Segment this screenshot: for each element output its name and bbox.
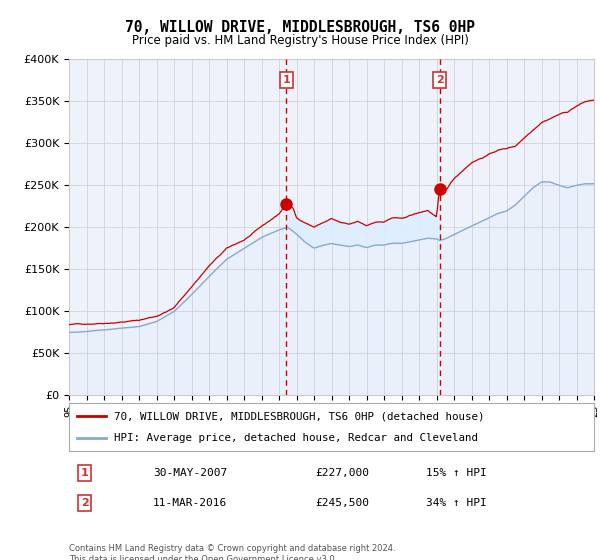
Text: HPI: Average price, detached house, Redcar and Cleveland: HPI: Average price, detached house, Redc…: [113, 433, 478, 443]
Text: Contains HM Land Registry data © Crown copyright and database right 2024.
This d: Contains HM Land Registry data © Crown c…: [69, 544, 395, 560]
Text: 30-MAY-2007: 30-MAY-2007: [153, 468, 227, 478]
Text: 1: 1: [283, 75, 290, 85]
Text: 15% ↑ HPI: 15% ↑ HPI: [426, 468, 487, 478]
Text: £245,500: £245,500: [316, 498, 370, 508]
Text: 2: 2: [81, 498, 89, 508]
Text: 70, WILLOW DRIVE, MIDDLESBROUGH, TS6 0HP (detached house): 70, WILLOW DRIVE, MIDDLESBROUGH, TS6 0HP…: [113, 411, 484, 421]
Text: 11-MAR-2016: 11-MAR-2016: [153, 498, 227, 508]
Text: 70, WILLOW DRIVE, MIDDLESBROUGH, TS6 0HP: 70, WILLOW DRIVE, MIDDLESBROUGH, TS6 0HP: [125, 20, 475, 35]
Text: 1: 1: [81, 468, 89, 478]
Text: 34% ↑ HPI: 34% ↑ HPI: [426, 498, 487, 508]
Text: Price paid vs. HM Land Registry's House Price Index (HPI): Price paid vs. HM Land Registry's House …: [131, 34, 469, 46]
Text: £227,000: £227,000: [316, 468, 370, 478]
Text: 2: 2: [436, 75, 444, 85]
